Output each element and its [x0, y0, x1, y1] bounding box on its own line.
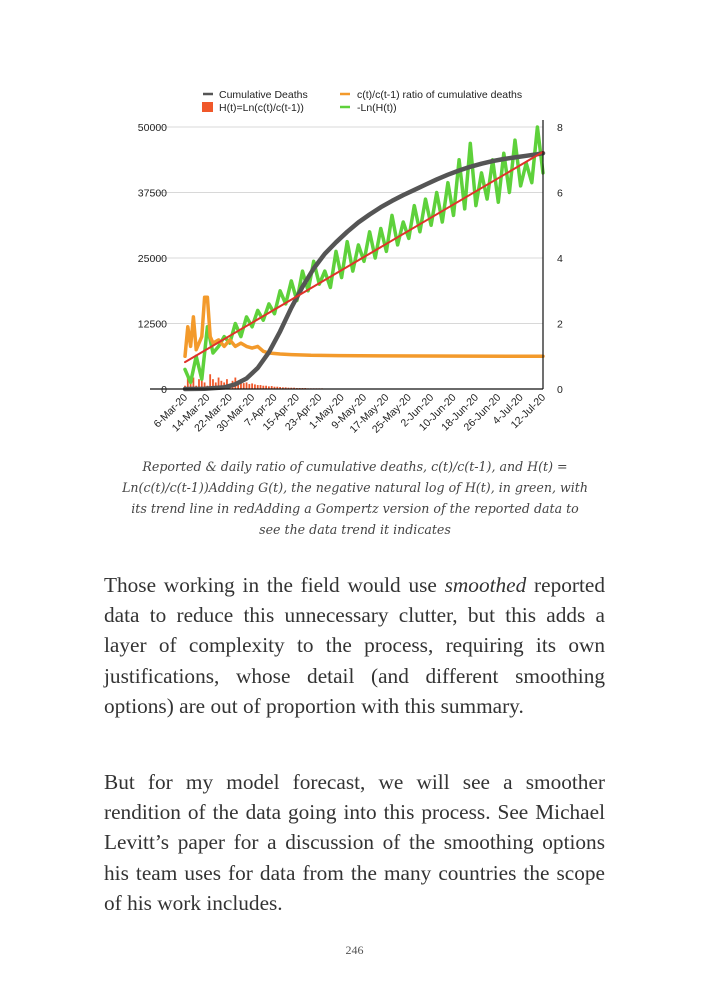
h-bar	[200, 374, 203, 389]
paragraph-smoothing: Those working in the field would use smo…	[104, 570, 605, 721]
y-right-tick-label: 6	[557, 188, 563, 200]
p1-emphasis: smoothed	[444, 573, 527, 597]
neg-ln-h-line	[183, 125, 545, 385]
y-left-tick-label: 12500	[138, 319, 167, 331]
chart-legend: Cumulative Deaths c(t)/c(t-1) ratio of c…	[202, 89, 522, 114]
h-bar	[209, 374, 212, 389]
h-bar	[262, 385, 265, 389]
h-bar	[248, 384, 251, 389]
h-bar	[293, 387, 295, 389]
trend-line	[184, 150, 544, 364]
h-bar	[254, 384, 256, 389]
h-bar	[242, 383, 245, 389]
h-bar	[198, 379, 200, 389]
deaths-chart: Cumulative Deaths c(t)/c(t-1) ratio of c…	[138, 89, 563, 436]
y-right-tick-label: 4	[557, 253, 563, 265]
paragraph-forecast: But for my model forecast, we will see a…	[104, 770, 605, 915]
figure-caption: Reported & daily ratio of cumulative dea…	[122, 459, 588, 537]
h-bar	[203, 382, 206, 389]
legend-label-neg-ln-h: -Ln(H(t))	[357, 102, 397, 114]
h-bar	[226, 379, 228, 389]
h-bar	[281, 387, 284, 389]
y-right-tick-label: 8	[557, 122, 563, 134]
h-bar	[268, 386, 270, 389]
y-left-tick-label: 37500	[138, 188, 167, 200]
y-left-tick-label: 50000	[138, 122, 167, 134]
h-bar	[186, 375, 189, 389]
p1-text-end: reported data to reduce this unnecessary…	[104, 573, 605, 718]
h-bar	[192, 377, 195, 389]
y-left-tick-label: 25000	[138, 253, 167, 265]
y-right-tick-label: 2	[557, 319, 563, 331]
h-bar	[276, 386, 279, 389]
p1-text-start: Those working in the field would use	[104, 573, 445, 597]
ratio-line	[183, 295, 545, 359]
h-bar	[284, 387, 287, 389]
cumulative-deaths-line	[182, 150, 546, 392]
h-bar	[265, 385, 268, 389]
h-bar	[287, 387, 290, 389]
h-bar	[189, 382, 192, 389]
h-bar	[240, 379, 242, 389]
legend-swatch-h	[202, 102, 213, 112]
h-bar	[212, 379, 214, 389]
h-bar	[217, 377, 220, 389]
h-bar	[259, 385, 262, 389]
h-bar	[237, 382, 240, 389]
legend-label-h: H(t)=Ln(c(t)/c(t-1))	[219, 102, 304, 114]
legend-label-ratio: c(t)/c(t-1) ratio of cumulative deaths	[357, 89, 522, 101]
h-bar	[251, 383, 254, 389]
h-bar	[270, 386, 273, 389]
h-bar	[279, 387, 281, 389]
h-bar	[273, 386, 276, 389]
page-number: 246	[345, 943, 364, 957]
legend-label-cumulative-deaths: Cumulative Deaths	[219, 89, 308, 101]
h-bar	[290, 387, 293, 389]
y-left-tick-label: 0	[161, 384, 167, 396]
h-bar	[220, 380, 223, 389]
y-right-tick-label: 0	[557, 384, 563, 396]
h-bar	[256, 385, 259, 389]
h-bar	[245, 382, 248, 389]
